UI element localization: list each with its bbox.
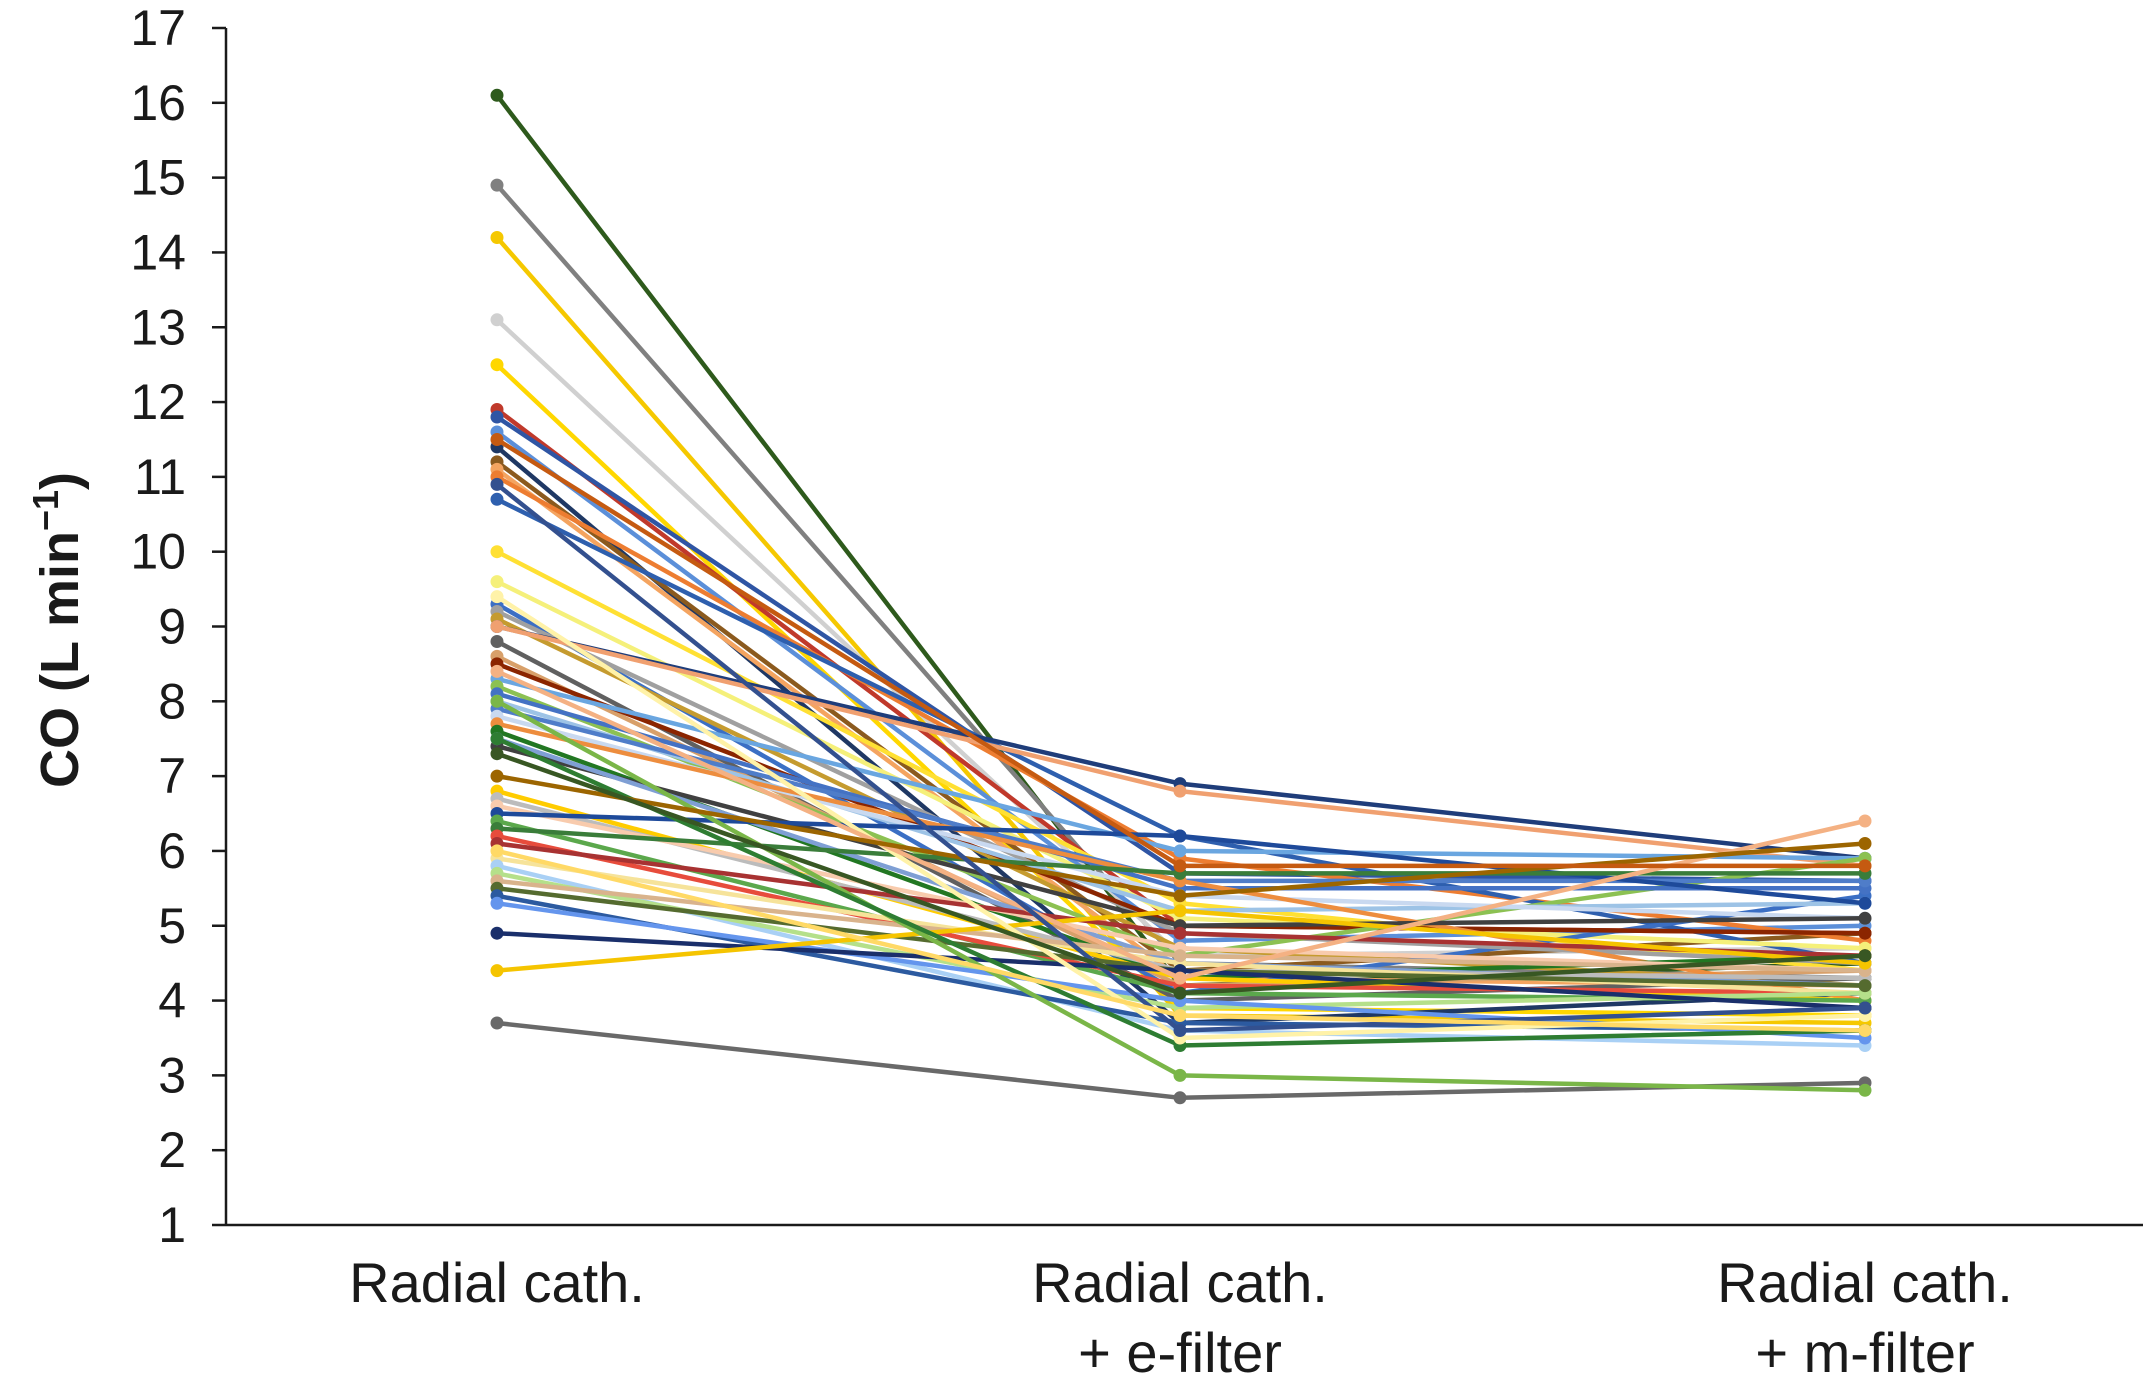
y-tick-label: 4 [158,973,186,1029]
series [490,477,1872,1037]
x-category-label-line: Radial cath. [1717,1251,2013,1314]
y-tick-label: 8 [158,673,186,729]
data-point [1173,859,1187,873]
data-point [1173,829,1187,843]
series-layer [490,88,1872,1105]
data-point [1858,837,1872,850]
data-point [1173,926,1187,940]
series [490,769,1872,903]
data-point [1858,911,1872,925]
data-point [490,590,504,604]
y-tick-label: 17 [130,0,186,56]
data-point [1173,986,1187,1000]
y-axis-title-superscript: −1 [25,490,66,531]
series [490,904,1872,978]
data-point [490,747,504,761]
x-category-label-line: + e-filter [1078,1321,1282,1384]
data-point [490,477,504,491]
series [490,433,1872,873]
y-tick-label: 1 [158,1197,186,1253]
data-point [490,410,504,424]
y-tick-label: 15 [130,150,186,206]
data-point [490,433,504,446]
y-tick-label: 5 [158,898,186,954]
data-point [1173,1091,1187,1105]
x-axis: Radial cath. Radial cath. + e-filterRadial… [226,1223,2143,1384]
data-point [1173,844,1187,858]
data-point [490,358,504,372]
y-tick-label: 3 [158,1047,186,1103]
series [490,844,1872,1037]
data-point [490,620,504,633]
data-point [1173,889,1187,903]
y-tick-label: 13 [130,299,186,355]
data-point [1173,949,1187,963]
data-point [1858,926,1872,940]
y-axis-title: CO (L min−1) [25,472,91,788]
y-tick-label: 9 [158,599,186,655]
data-point [490,844,504,858]
data-point [1858,979,1872,993]
x-category-label-line: + m-filter [1755,1321,1974,1384]
data-point [490,769,504,783]
y-tick-label: 10 [130,524,186,580]
y-tick-label: 14 [130,224,186,280]
y-tick-label: 11 [134,449,186,505]
x-category-label: Radial cath. [349,1251,645,1314]
data-point [490,635,504,648]
data-point [490,492,504,506]
series [490,410,1872,888]
data-point [490,694,504,708]
x-category-label-line: Radial cath. [349,1251,645,1314]
data-point [1858,859,1872,873]
y-axis-title-close: ) [30,472,90,490]
series [490,694,1872,1097]
data-point [1173,971,1187,985]
data-point [1858,1001,1872,1015]
svg-text:CO (L min−1): CO (L min−1) [25,472,91,788]
data-point [1858,1024,1872,1037]
data-point [490,545,504,559]
data-point [1858,1083,1872,1097]
data-point [1173,784,1187,798]
data-point [490,896,504,910]
data-point [1858,814,1872,828]
x-category-label: Radial cath. + e-filter [1032,1251,1328,1384]
data-point [490,313,504,327]
y-tick-label: 16 [130,75,186,131]
data-point [490,926,504,940]
y-tick-label: 6 [158,823,186,879]
data-point [490,964,504,978]
y-tick-label: 12 [130,374,186,430]
series [490,747,1872,1000]
data-point [1173,1068,1187,1082]
series [490,664,1872,985]
data-point [1858,896,1872,910]
y-tick-label: 7 [158,748,186,804]
data-point [490,178,504,192]
data-point [490,88,504,102]
data-point [1173,1024,1187,1037]
data-point [490,1016,504,1030]
data-point [490,231,504,244]
data-point [490,664,504,678]
x-category-label-line: Radial cath. [1032,1251,1328,1314]
data-point [490,732,504,746]
data-point [490,575,504,589]
y-axis-title-main: CO (L min [30,531,90,788]
x-category-label: Radial cath. + m-filter [1717,1251,2013,1384]
data-point [1858,949,1872,963]
y-tick-label: 2 [158,1122,186,1178]
data-point [1173,904,1187,918]
data-point [1173,1009,1187,1022]
